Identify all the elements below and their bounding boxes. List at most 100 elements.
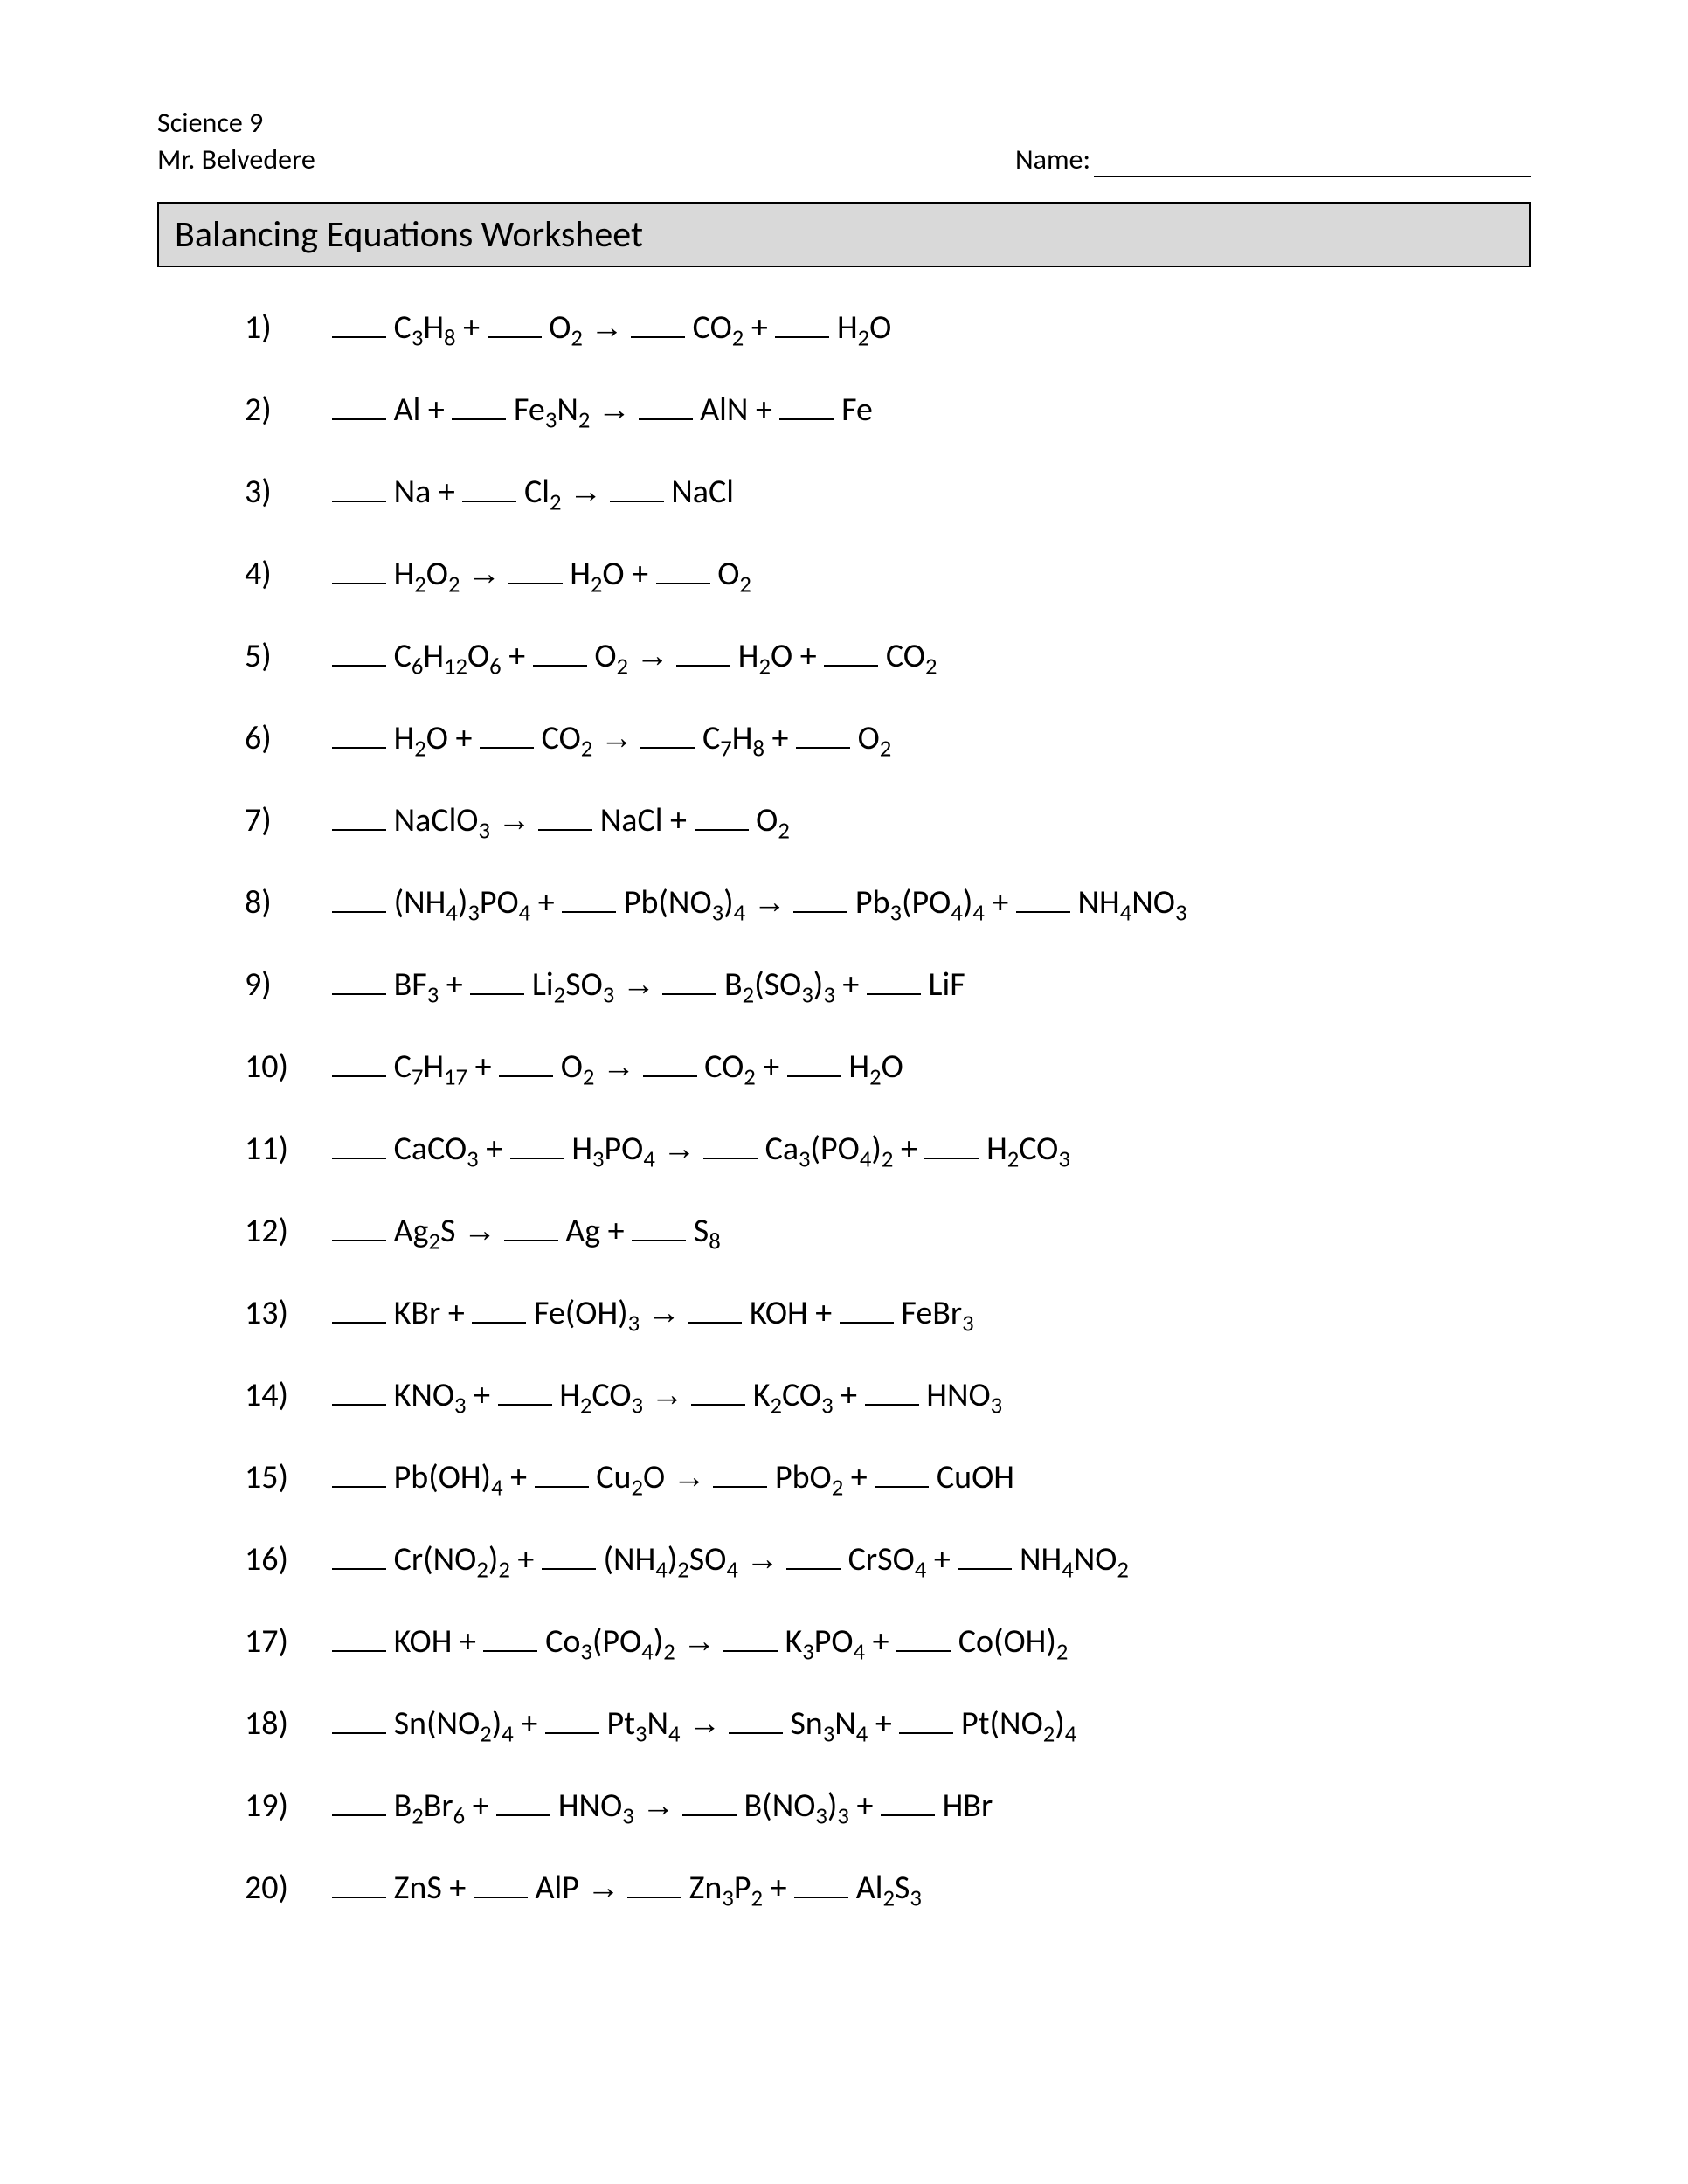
coefficient-blank[interactable] (786, 1568, 841, 1570)
coefficient-blank[interactable] (472, 1322, 526, 1324)
coefficient-blank[interactable] (510, 1158, 564, 1159)
compound: H2O (394, 718, 448, 758)
coefficient-blank[interactable] (332, 1568, 386, 1570)
coefficient-blank[interactable] (723, 1650, 778, 1652)
problem-number: 7) (245, 800, 332, 840)
coefficient-blank[interactable] (483, 1650, 537, 1652)
equation: H2O + CO2 → C7H8 + O2 (332, 718, 891, 758)
coefficient-blank[interactable] (332, 665, 386, 667)
coefficient-blank[interactable] (332, 1732, 386, 1734)
coefficient-blank[interactable] (881, 1814, 935, 1816)
problem-row: 10) C7H17 + O2 → CO2 + H2O (245, 1047, 1531, 1087)
compound: Cr(NO2)2 (394, 1539, 510, 1579)
coefficient-blank[interactable] (332, 1158, 386, 1159)
coefficient-blank[interactable] (474, 1897, 528, 1898)
coefficient-blank[interactable] (508, 583, 563, 584)
coefficient-blank[interactable] (562, 911, 616, 913)
compound: Zn3P2 (689, 1868, 763, 1908)
compound: Pt3N4 (606, 1704, 680, 1744)
coefficient-blank[interactable] (627, 1897, 681, 1898)
header-left: Science 9 Mr. Belvedere (157, 105, 315, 177)
coefficient-blank[interactable] (452, 418, 506, 420)
coefficient-blank[interactable] (640, 747, 695, 749)
reaction-arrow-icon: → (498, 802, 531, 839)
reaction-arrow-icon: → (662, 1130, 695, 1167)
coefficient-blank[interactable] (676, 665, 730, 667)
coefficient-blank[interactable] (332, 1322, 386, 1324)
coefficient-blank[interactable] (332, 993, 386, 995)
compound: B2(SO3)3 (724, 964, 835, 1005)
problem-row: 7) NaClO3 → NaCl + O2 (245, 800, 1531, 840)
coefficient-blank[interactable] (535, 1486, 589, 1488)
coefficient-blank[interactable] (332, 1650, 386, 1652)
coefficient-blank[interactable] (713, 1486, 767, 1488)
coefficient-blank[interactable] (332, 1486, 386, 1488)
coefficient-blank[interactable] (796, 747, 850, 749)
coefficient-blank[interactable] (332, 583, 386, 584)
coefficient-blank[interactable] (496, 1814, 550, 1816)
coefficient-blank[interactable] (682, 1814, 737, 1816)
coefficient-blank[interactable] (542, 1568, 596, 1570)
coefficient-blank[interactable] (332, 1814, 386, 1816)
coefficient-blank[interactable] (462, 501, 516, 502)
coefficient-blank[interactable] (1016, 911, 1070, 913)
coefficient-blank[interactable] (703, 1158, 758, 1159)
compound: O2 (717, 554, 751, 594)
coefficient-blank[interactable] (332, 1075, 386, 1077)
coefficient-blank[interactable] (545, 1732, 599, 1734)
coefficient-blank[interactable] (867, 993, 921, 995)
coefficient-blank[interactable] (610, 501, 664, 502)
compound: O2 (549, 308, 583, 348)
equation: BF3 + Li2SO3 → B2(SO3)3 + LiF (332, 964, 965, 1005)
coefficient-blank[interactable] (824, 665, 878, 667)
equation: KBr + Fe(OH)3 → KOH + FeBr3 (332, 1293, 974, 1333)
coefficient-blank[interactable] (498, 1404, 552, 1406)
coefficient-blank[interactable] (332, 1240, 386, 1241)
coefficient-blank[interactable] (533, 665, 587, 667)
coefficient-blank[interactable] (793, 911, 847, 913)
coefficient-blank[interactable] (958, 1568, 1012, 1570)
coefficient-blank[interactable] (840, 1322, 894, 1324)
coefficient-blank[interactable] (691, 1404, 745, 1406)
coefficient-blank[interactable] (632, 1240, 686, 1241)
coefficient-blank[interactable] (775, 336, 829, 338)
coefficient-blank[interactable] (688, 1322, 742, 1324)
coefficient-blank[interactable] (504, 1240, 558, 1241)
coefficient-blank[interactable] (896, 1650, 951, 1652)
coefficient-blank[interactable] (643, 1075, 697, 1077)
coefficient-blank[interactable] (499, 1075, 553, 1077)
coefficient-blank[interactable] (332, 829, 386, 831)
reaction-arrow-icon: → (590, 309, 623, 346)
coefficient-blank[interactable] (332, 747, 386, 749)
coefficient-blank[interactable] (865, 1404, 919, 1406)
coefficient-blank[interactable] (332, 911, 386, 913)
compound: H2O (738, 636, 792, 676)
coefficient-blank[interactable] (662, 993, 716, 995)
coefficient-blank[interactable] (779, 418, 834, 420)
course-label: Science 9 (157, 105, 315, 142)
coefficient-blank[interactable] (924, 1158, 979, 1159)
coefficient-blank[interactable] (729, 1732, 783, 1734)
coefficient-blank[interactable] (695, 829, 749, 831)
name-underline[interactable] (1094, 145, 1531, 177)
coefficient-blank[interactable] (480, 747, 534, 749)
coefficient-blank[interactable] (332, 1404, 386, 1406)
coefficient-blank[interactable] (332, 501, 386, 502)
coefficient-blank[interactable] (787, 1075, 841, 1077)
coefficient-blank[interactable] (631, 336, 685, 338)
compound: KNO3 (394, 1375, 467, 1415)
problem-row: 17) KOH + Co3(PO4)2 → K3PO4 + Co(OH)2 (245, 1621, 1531, 1662)
coefficient-blank[interactable] (656, 583, 710, 584)
coefficient-blank[interactable] (538, 829, 592, 831)
compound: Pb3(PO4)4 (855, 882, 985, 923)
coefficient-blank[interactable] (470, 993, 524, 995)
coefficient-blank[interactable] (332, 418, 386, 420)
coefficient-blank[interactable] (639, 418, 693, 420)
coefficient-blank[interactable] (794, 1897, 848, 1898)
coefficient-blank[interactable] (332, 1897, 386, 1898)
coefficient-blank[interactable] (899, 1732, 953, 1734)
coefficient-blank[interactable] (488, 336, 542, 338)
problem-row: 12) Ag2S → Ag + S8 (245, 1211, 1531, 1251)
coefficient-blank[interactable] (332, 336, 386, 338)
coefficient-blank[interactable] (875, 1486, 929, 1488)
